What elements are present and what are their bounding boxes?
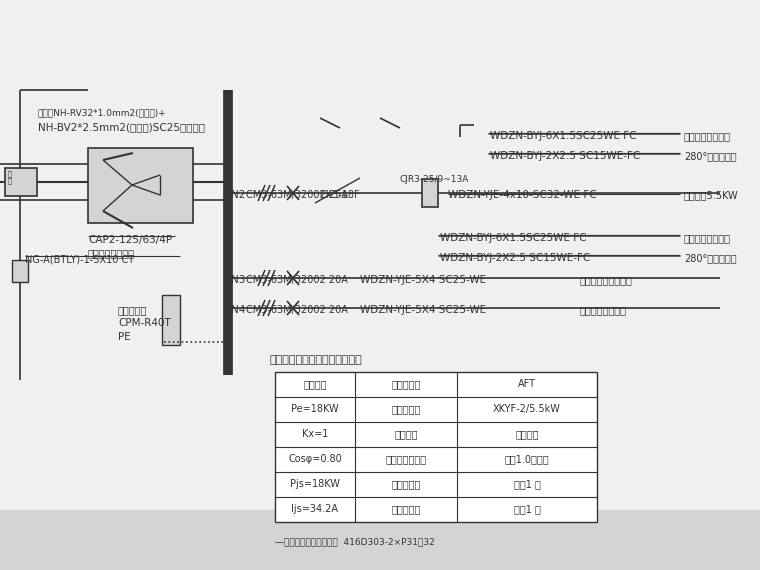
Text: CAP2-125/63/4P: CAP2-125/63/4P — [88, 235, 172, 245]
Bar — [88, 148, 193, 223]
Text: Pe=18KW: Pe=18KW — [291, 404, 339, 414]
Bar — [162, 295, 180, 345]
Text: Cosφ=0.80: Cosφ=0.80 — [288, 454, 342, 464]
Text: 成套配置: 成套配置 — [515, 429, 539, 439]
Text: WDZN-YJE-4x10-SC32-WE FC: WDZN-YJE-4x10-SC32-WE FC — [448, 190, 597, 200]
Text: WDZN-BYJ-6X1.5SC25WE FC: WDZN-BYJ-6X1.5SC25WE FC — [490, 131, 637, 141]
Bar — [275, 422, 355, 447]
Text: 共计1 台: 共计1 台 — [514, 504, 540, 514]
Bar — [275, 447, 355, 472]
Text: CPM-R40T: CPM-R40T — [118, 318, 171, 328]
Text: 配电筱编号: 配电筱编号 — [391, 379, 421, 389]
Text: 现场紧急停機按鈕: 现场紧急停機按鈕 — [684, 131, 731, 141]
Text: 机体尺弸: 机体尺弸 — [394, 429, 418, 439]
Text: N2: N2 — [231, 190, 245, 200]
Text: 地圱1.0米明裆: 地圱1.0米明裆 — [505, 454, 549, 464]
Text: 电
量: 电 量 — [8, 170, 12, 184]
Bar — [5, 168, 37, 196]
Text: 容量计算: 容量计算 — [303, 379, 327, 389]
Text: WDZN-BYJ-6X1.5SC25WE FC: WDZN-BYJ-6X1.5SC25WE FC — [440, 233, 587, 243]
Text: 排烟风机5.5KW: 排烟风机5.5KW — [684, 190, 739, 200]
Text: Pjs=18KW: Pjs=18KW — [290, 479, 340, 489]
Text: PE: PE — [118, 332, 131, 342]
Bar — [422, 179, 438, 207]
Text: WDZN-YJE-5X4 SC25-WE: WDZN-YJE-5X4 SC25-WE — [360, 275, 486, 285]
Text: CJR3-25/9~13A: CJR3-25/9~13A — [400, 175, 470, 184]
Text: XKYF-2/5.5kW: XKYF-2/5.5kW — [493, 404, 561, 414]
Text: CK3-18F: CK3-18F — [320, 190, 361, 200]
Text: 具有检修隔离功能: 具有检修隔离功能 — [88, 248, 135, 258]
Text: 280°防烟防火阀: 280°防烟防火阀 — [684, 253, 736, 263]
Text: Kx=1: Kx=1 — [302, 429, 328, 439]
Text: N4: N4 — [231, 305, 245, 315]
Bar — [275, 372, 597, 522]
Text: NH-BV2*2.5mm2(电源线)SC25消防敌设: NH-BV2*2.5mm2(电源线)SC25消防敌设 — [38, 122, 205, 132]
Text: 配电筱数量: 配电筱数量 — [391, 504, 421, 514]
Text: 配电筱型号: 配电筱型号 — [391, 404, 421, 414]
Text: 波涌保护器: 波涌保护器 — [118, 305, 147, 315]
Text: AFT: AFT — [518, 379, 536, 389]
Text: WDZN-YJE-5X4 SC25-WE: WDZN-YJE-5X4 SC25-WE — [360, 305, 486, 315]
Text: 280°防烟防火阀: 280°防烟防火阀 — [684, 151, 736, 161]
Text: NG-A(BTLY)-1-5X10 CT: NG-A(BTLY)-1-5X10 CT — [25, 255, 134, 265]
Text: 现场紧急停機按鈕: 现场紧急停機按鈕 — [684, 233, 731, 243]
Text: 自备增压泵控制筱: 自备增压泵控制筱 — [580, 305, 627, 315]
Text: Ijs=34.2A: Ijs=34.2A — [292, 504, 338, 514]
Text: WDZN-BYJ-2X2.5 SC15WE-FC: WDZN-BYJ-2X2.5 SC15WE-FC — [490, 151, 640, 161]
Bar — [275, 397, 355, 422]
Bar — [275, 472, 355, 497]
Text: 安装方式及高度: 安装方式及高度 — [385, 454, 426, 464]
Bar — [12, 260, 28, 282]
Bar — [275, 497, 355, 522]
Text: CM3-63M/32002 20A: CM3-63M/32002 20A — [246, 275, 348, 285]
Text: 消火栖增压泵控制筱: 消火栖增压泵控制筱 — [580, 275, 633, 285]
Bar — [0, 0, 760, 510]
Text: CM3-63M/32002 25A: CM3-63M/32002 25A — [246, 190, 348, 200]
Text: CM3-63M/32002 20A: CM3-63M/32002 20A — [246, 305, 348, 315]
Text: 共计1 台: 共计1 台 — [514, 479, 540, 489]
Text: N3: N3 — [231, 275, 245, 285]
Text: 热继电器仅做消防报警，不动作: 热继电器仅做消防报警，不动作 — [270, 355, 363, 365]
Text: 总线：NH-RV32*1.0mm2(电源线)+: 总线：NH-RV32*1.0mm2(电源线)+ — [38, 108, 166, 117]
Text: WDZN-BYJ-2X2.5 SC15WE-FC: WDZN-BYJ-2X2.5 SC15WE-FC — [440, 253, 591, 263]
Text: 配电筱数量: 配电筱数量 — [391, 479, 421, 489]
Text: —本图图序参图编成序为  416D303-2×P31～32: —本图图序参图编成序为 416D303-2×P31～32 — [275, 537, 435, 546]
